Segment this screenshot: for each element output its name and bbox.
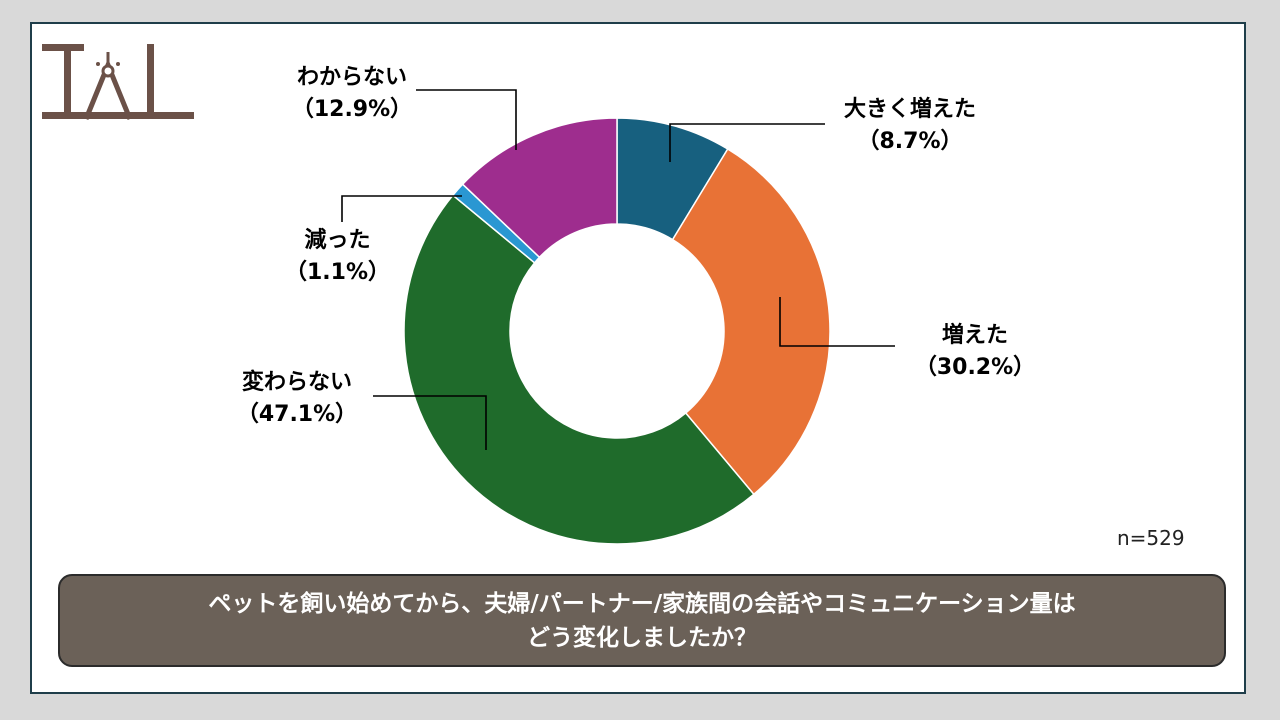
slice-category: 大きく増えた [843, 97, 976, 122]
question-box: ペットを飼い始めてから、夫婦/パートナー/家族間の会話やコミュニケーション量は … [58, 574, 1226, 667]
leader-line-unknown [416, 89, 517, 150]
slice-label-large-increase: 大きく増えた （8.7%） [825, 94, 995, 158]
donut-slice-no-change [403, 194, 755, 545]
leader-line-large-increase [669, 123, 825, 162]
slice-value: （47.1%） [236, 402, 358, 427]
donut-slice-unknown [461, 117, 618, 259]
slice-label-unknown: わからない （12.9%） [277, 62, 427, 126]
slice-category: 減った [304, 228, 371, 253]
slice-label-no-change: 変わらない （47.1%） [222, 367, 372, 431]
slice-label-increase: 増えた （30.2%） [895, 320, 1055, 384]
donut-slice-increase [671, 148, 831, 496]
sample-size-note: n=529 [1117, 526, 1185, 550]
leader-line-decrease [341, 195, 462, 222]
slice-category: わからない [296, 65, 407, 90]
slice-category: 変わらない [241, 370, 352, 395]
slice-value: （1.1%） [284, 260, 391, 285]
slice-value: （12.9%） [291, 97, 413, 122]
slice-value: （30.2%） [914, 355, 1036, 380]
slice-label-decrease: 減った （1.1%） [265, 225, 410, 289]
leader-line-no-change [373, 395, 487, 450]
slice-category: 増えた [941, 323, 1008, 348]
question-line-1: ペットを飼い始めてから、夫婦/パートナー/家族間の会話やコミュニケーション量は [208, 590, 1076, 617]
question-line-2: どう変化しましたか？ [527, 624, 757, 651]
slice-value: （8.7%） [857, 129, 963, 154]
logo-icon [42, 44, 194, 120]
leader-line-increase [779, 297, 895, 347]
